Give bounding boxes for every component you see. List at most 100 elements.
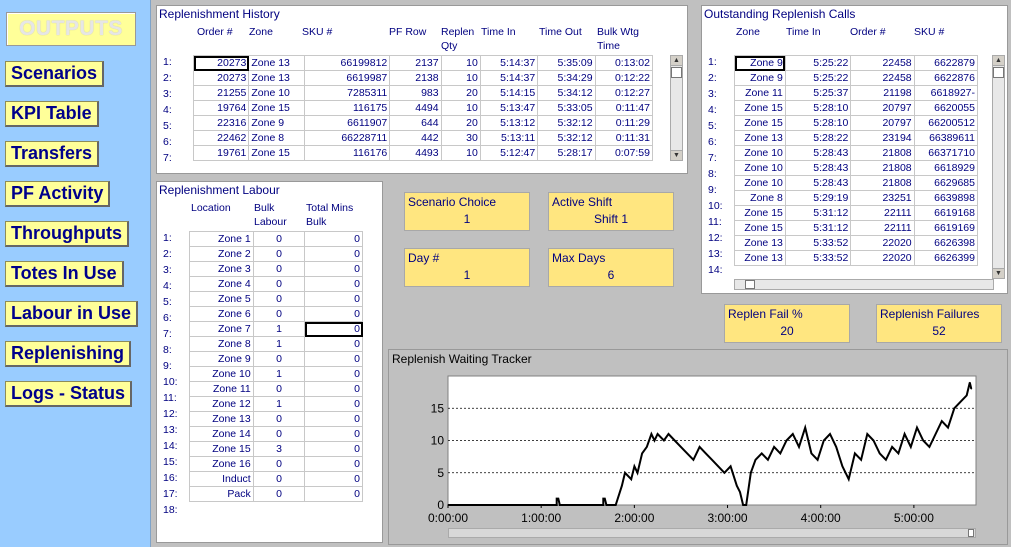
time-in-cell[interactable]: 5:28:10 <box>784 100 852 116</box>
time-in-cell[interactable]: 5:29:19 <box>784 190 852 206</box>
zone-cell[interactable]: Zone 8 <box>248 130 305 146</box>
replen-qty-cell[interactable]: 10 <box>440 70 481 86</box>
sku-cell[interactable]: 6622879 <box>913 55 979 71</box>
location-cell[interactable]: Zone 16 <box>189 456 254 472</box>
total-mins-bulk-cell[interactable]: 0 <box>304 276 363 292</box>
bulk-labour-cell[interactable]: 1 <box>252 366 306 382</box>
order-cell[interactable]: 22111 <box>850 205 915 221</box>
bulk-labour-cell[interactable]: 3 <box>252 441 306 457</box>
pf-row-cell[interactable]: 2138 <box>389 70 442 86</box>
time-out-cell[interactable]: 5:32:12 <box>537 130 596 146</box>
zone-cell[interactable]: Zone 13 <box>734 235 786 251</box>
total-mins-bulk-cell[interactable]: 0 <box>304 396 363 412</box>
location-cell[interactable]: Zone 12 <box>189 396 254 412</box>
bulk-labour-cell[interactable]: 0 <box>252 426 306 442</box>
order-cell[interactable]: 22462 <box>192 130 250 146</box>
bulk-wtg-time-cell[interactable]: 0:11:31 <box>594 130 654 146</box>
sku-cell[interactable]: 6619168 <box>913 205 979 221</box>
total-mins-bulk-cell[interactable]: 0 <box>304 231 363 247</box>
scroll-up-icon[interactable]: ▲ <box>993 56 1004 66</box>
zone-cell[interactable]: Zone 15 <box>248 100 305 116</box>
zone-cell[interactable]: Zone 10 <box>734 160 786 176</box>
bulk-labour-cell[interactable]: 1 <box>252 396 306 412</box>
bulk-wtg-time-cell[interactable]: 0:07:59 <box>594 145 654 161</box>
order-cell[interactable]: 22458 <box>850 55 915 71</box>
replen-qty-cell[interactable]: 20 <box>440 115 481 131</box>
bulk-labour-cell[interactable]: 0 <box>252 276 306 292</box>
order-cell[interactable]: 22316 <box>192 115 250 131</box>
time-in-cell[interactable]: 5:25:22 <box>784 55 852 71</box>
pf-row-cell[interactable]: 644 <box>389 115 442 131</box>
zone-cell[interactable]: Zone 8 <box>734 190 786 206</box>
sku-cell[interactable]: 6618929 <box>913 160 979 176</box>
order-cell[interactable]: 22111 <box>850 220 915 236</box>
sku-cell[interactable]: 116176 <box>303 145 391 161</box>
replen-qty-cell[interactable]: 10 <box>440 145 481 161</box>
location-cell[interactable]: Zone 4 <box>189 276 254 292</box>
total-mins-bulk-cell[interactable]: 0 <box>304 411 363 427</box>
bulk-labour-cell[interactable]: 0 <box>252 231 306 247</box>
sku-cell[interactable]: 6626398 <box>913 235 979 251</box>
time-in-cell[interactable]: 5:14:15 <box>479 85 539 101</box>
bulk-wtg-time-cell[interactable]: 0:12:27 <box>594 85 654 101</box>
scenarios-button[interactable]: Scenarios <box>5 61 105 87</box>
labour-in-use-button[interactable]: Labour in Use <box>5 301 139 327</box>
time-in-cell[interactable]: 5:31:12 <box>784 220 852 236</box>
time-in-cell[interactable]: 5:33:52 <box>784 250 852 266</box>
order-cell[interactable]: 20273 <box>192 70 250 86</box>
total-mins-bulk-cell[interactable]: 0 <box>304 441 363 457</box>
time-in-cell[interactable]: 5:13:47 <box>479 100 539 116</box>
pf-row-cell[interactable]: 442 <box>389 130 442 146</box>
scroll-up-icon[interactable]: ▲ <box>671 56 682 66</box>
sku-cell[interactable]: 6626399 <box>913 250 979 266</box>
time-out-cell[interactable]: 5:32:12 <box>537 115 596 131</box>
scroll-down-icon[interactable]: ▼ <box>993 268 1004 278</box>
order-cell[interactable]: 20273 <box>192 55 250 71</box>
order-cell[interactable]: 21198 <box>850 85 915 101</box>
order-cell[interactable]: 19761 <box>192 145 250 161</box>
time-in-cell[interactable]: 5:28:43 <box>784 160 852 176</box>
location-cell[interactable]: Zone 2 <box>189 246 254 262</box>
sku-cell[interactable]: 66371710 <box>913 145 979 161</box>
zone-cell[interactable]: Zone 15 <box>248 145 305 161</box>
zone-cell[interactable]: Zone 9 <box>734 70 786 86</box>
order-cell[interactable]: 22020 <box>850 250 915 266</box>
time-in-cell[interactable]: 5:25:22 <box>784 70 852 86</box>
bulk-labour-cell[interactable]: 0 <box>252 486 306 502</box>
location-cell[interactable]: Zone 15 <box>189 441 254 457</box>
order-cell[interactable]: 22020 <box>850 235 915 251</box>
order-cell[interactable]: 20797 <box>850 115 915 131</box>
bulk-wtg-time-cell[interactable]: 0:11:47 <box>594 100 654 116</box>
location-cell[interactable]: Induct <box>189 471 254 487</box>
zone-cell[interactable]: Zone 15 <box>734 220 786 236</box>
zone-cell[interactable]: Zone 15 <box>734 115 786 131</box>
pf-row-cell[interactable]: 4494 <box>389 100 442 116</box>
sku-cell[interactable]: 66389611 <box>913 130 979 146</box>
time-out-cell[interactable]: 5:34:12 <box>537 85 596 101</box>
location-cell[interactable]: Zone 8 <box>189 336 254 352</box>
outstanding-hscrollbar[interactable] <box>734 279 994 290</box>
order-cell[interactable]: 23251 <box>850 190 915 206</box>
replen-qty-cell[interactable]: 10 <box>440 55 481 71</box>
total-mins-bulk-cell[interactable]: 0 <box>304 291 363 307</box>
zone-cell[interactable]: Zone 15 <box>734 100 786 116</box>
throughputs-button[interactable]: Throughputs <box>5 221 129 247</box>
chart-hscrollbar[interactable] <box>448 528 976 538</box>
replen-qty-cell[interactable]: 30 <box>440 130 481 146</box>
time-out-cell[interactable]: 5:28:17 <box>537 145 596 161</box>
order-cell[interactable]: 19764 <box>192 100 250 116</box>
zone-cell[interactable]: Zone 9 <box>248 115 305 131</box>
sku-cell[interactable]: 66228711 <box>303 130 391 146</box>
order-cell[interactable]: 21808 <box>850 175 915 191</box>
time-in-cell[interactable]: 5:14:37 <box>479 70 539 86</box>
bulk-labour-cell[interactable]: 0 <box>252 351 306 367</box>
location-cell[interactable]: Zone 11 <box>189 381 254 397</box>
sku-cell[interactable]: 6629685 <box>913 175 979 191</box>
sku-cell[interactable]: 6620055 <box>913 100 979 116</box>
time-in-cell[interactable]: 5:12:47 <box>479 145 539 161</box>
bulk-labour-cell[interactable]: 0 <box>252 306 306 322</box>
location-cell[interactable]: Zone 14 <box>189 426 254 442</box>
bulk-labour-cell[interactable]: 0 <box>252 261 306 277</box>
total-mins-bulk-cell[interactable]: 0 <box>304 261 363 277</box>
history-scrollbar[interactable]: ▲ ▼ <box>670 55 683 161</box>
